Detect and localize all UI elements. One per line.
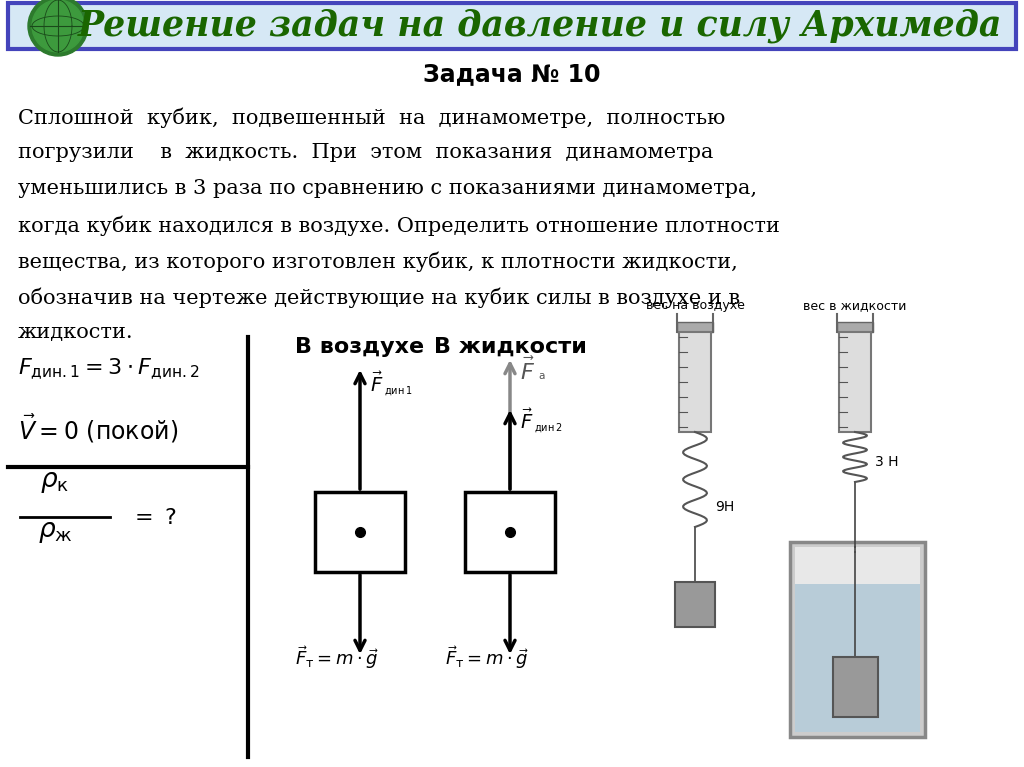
Text: $\rho_{\rm к}$: $\rho_{\rm к}$ <box>40 469 70 495</box>
Text: $_{\rm а}$: $_{\rm а}$ <box>538 367 546 382</box>
Bar <box>795 547 920 584</box>
Text: $=\ ?$: $=\ ?$ <box>130 508 177 528</box>
Text: В жидкости: В жидкости <box>433 337 587 357</box>
Bar <box>795 582 920 732</box>
FancyBboxPatch shape <box>8 3 1016 49</box>
Text: 3 Н: 3 Н <box>874 455 898 469</box>
Text: $\vec{F}_{\rm т}=m\cdot\vec{g}$: $\vec{F}_{\rm т}=m\cdot\vec{g}$ <box>295 644 379 671</box>
Text: когда кубик находился в воздухе. Определить отношение плотности: когда кубик находился в воздухе. Определ… <box>18 215 780 235</box>
Circle shape <box>28 0 88 56</box>
Text: $\vec{F}$: $\vec{F}$ <box>520 357 536 384</box>
Text: $\rho_{\rm ж}$: $\rho_{\rm ж}$ <box>38 519 73 545</box>
Bar <box>839 332 871 432</box>
Text: вес на воздухе: вес на воздухе <box>645 299 744 312</box>
Text: Задача № 10: Задача № 10 <box>423 62 601 86</box>
Bar <box>679 332 711 432</box>
Text: $\vec{F}_{\rm т}=m\cdot\vec{g}$: $\vec{F}_{\rm т}=m\cdot\vec{g}$ <box>445 644 528 671</box>
Bar <box>675 582 715 627</box>
Text: вес в жидкости: вес в жидкости <box>803 299 906 312</box>
Text: вещества, из которого изготовлен кубик, к плотности жидкости,: вещества, из которого изготовлен кубик, … <box>18 251 737 272</box>
Text: $_{\rm дин\,2}$: $_{\rm дин\,2}$ <box>534 422 562 436</box>
Text: $\vec{F}$: $\vec{F}$ <box>520 409 534 433</box>
Text: $\vec{V}=0\ \rm (покой)$: $\vec{V}=0\ \rm (покой)$ <box>18 412 178 445</box>
Text: погрузили    в  жидкость.  При  этом  показания  динамометра: погрузили в жидкость. При этом показания… <box>18 143 714 162</box>
Text: $_{\rm дин\,1}$: $_{\rm дин\,1}$ <box>384 385 413 400</box>
Bar <box>837 322 873 332</box>
Bar <box>465 492 555 572</box>
Bar <box>677 322 713 332</box>
Text: 9Н: 9Н <box>715 500 734 514</box>
Circle shape <box>32 0 84 52</box>
Text: В воздухе: В воздухе <box>296 337 425 357</box>
Bar <box>790 542 925 737</box>
Bar <box>315 492 406 572</box>
Bar <box>833 657 878 717</box>
Text: Сплошной  кубик,  подвешенный  на  динамометре,  полностью: Сплошной кубик, подвешенный на динамомет… <box>18 107 725 127</box>
Text: обозначив на чертеже действующие на кубик силы в воздухе и в: обозначив на чертеже действующие на куби… <box>18 287 740 308</box>
Text: жидкости.: жидкости. <box>18 323 133 342</box>
Text: Решение задач на давление и силу Архимеда: Решение задач на давление и силу Архимед… <box>78 8 1002 43</box>
Text: $F_{\rm дин.1}=3\cdot F_{\rm дин.2}$: $F_{\rm дин.1}=3\cdot F_{\rm дин.2}$ <box>18 357 200 382</box>
Text: $\vec{F}$: $\vec{F}$ <box>370 372 383 397</box>
Text: уменьшились в 3 раза по сравнению с показаниями динамометра,: уменьшились в 3 раза по сравнению с пока… <box>18 179 757 198</box>
